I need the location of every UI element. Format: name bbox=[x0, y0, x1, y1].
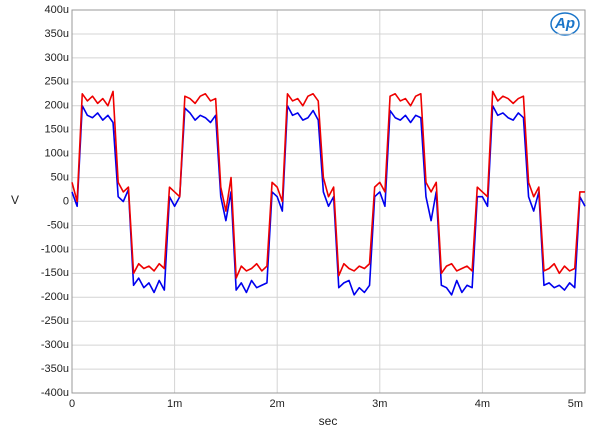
y-tick-label: -300u bbox=[41, 339, 69, 351]
y-tick-label: -100u bbox=[41, 243, 69, 255]
x-axis-label: sec bbox=[319, 414, 338, 428]
logo-text: Ap bbox=[554, 15, 575, 32]
x-tick-label: 0 bbox=[69, 398, 75, 410]
y-tick-label: 100u bbox=[45, 148, 69, 160]
plot-frame bbox=[71, 9, 586, 394]
y-axis-label: V bbox=[11, 193, 19, 207]
y-tick-label: 250u bbox=[45, 76, 69, 88]
x-tick-label: 5m bbox=[568, 398, 583, 410]
y-tick-label: -400u bbox=[41, 387, 69, 399]
y-tick-label: -50u bbox=[47, 219, 69, 231]
logo-ring bbox=[550, 12, 580, 36]
logo: Ap bbox=[550, 12, 580, 36]
y-tick-label: 0 bbox=[63, 195, 69, 207]
y-tick-label: 300u bbox=[45, 52, 69, 64]
y-tick-label: 150u bbox=[45, 124, 69, 136]
x-tick-label: 2m bbox=[270, 398, 285, 410]
y-tick-label: -350u bbox=[41, 363, 69, 375]
series-line bbox=[71, 90, 585, 279]
y-tick-label: -200u bbox=[41, 291, 69, 303]
series-line bbox=[71, 104, 586, 296]
y-tick-label: 50u bbox=[51, 171, 69, 183]
y-tick-label: -150u bbox=[41, 267, 69, 279]
x-tick-label: 1m bbox=[167, 398, 182, 410]
x-tick-label: 4m bbox=[475, 398, 490, 410]
y-tick-label: 200u bbox=[45, 100, 69, 112]
y-tick-label: 350u bbox=[45, 28, 69, 40]
y-tick-label: 400u bbox=[45, 4, 69, 16]
x-tick-label: 3m bbox=[372, 398, 387, 410]
y-tick-label: -250u bbox=[41, 315, 69, 327]
